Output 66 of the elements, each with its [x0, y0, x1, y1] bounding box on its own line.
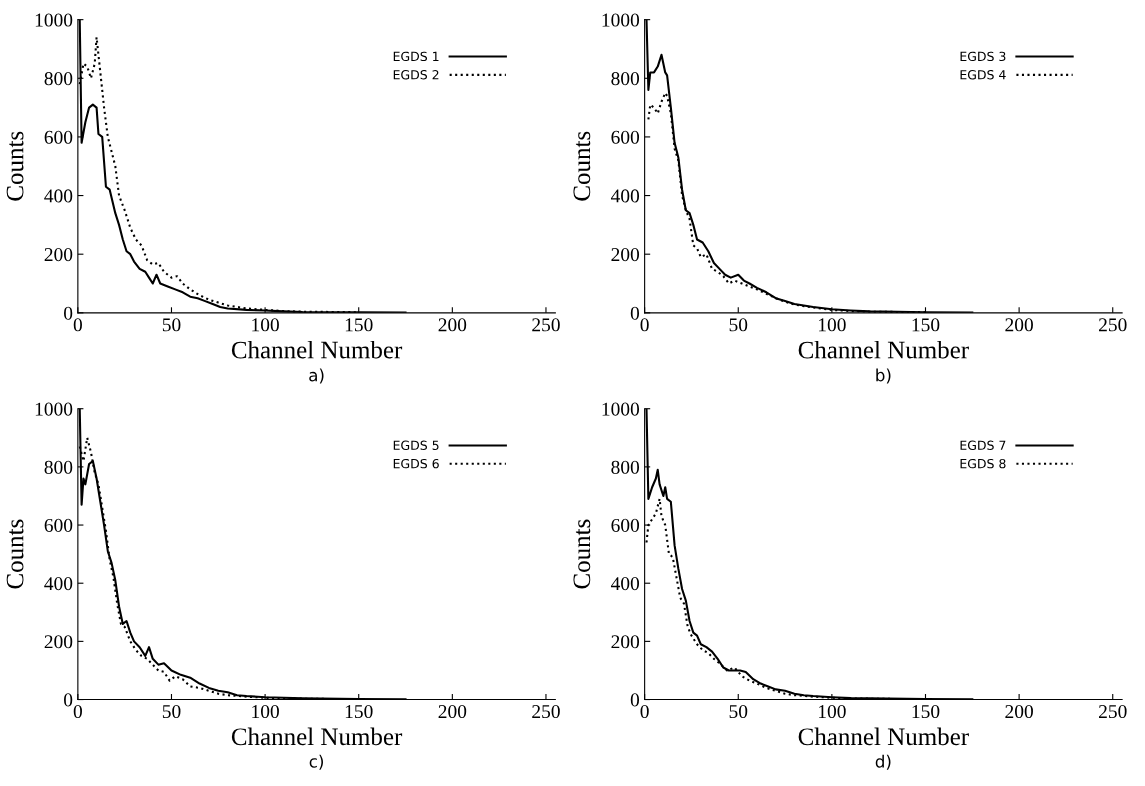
legend-label: EGDS 8 [960, 458, 1006, 469]
x-tick-label: 0 [640, 318, 649, 332]
y-tick-label: 200 [44, 635, 73, 649]
x-tick-label: 150 [345, 704, 373, 719]
x-axis-title: Channel Number [231, 727, 403, 746]
x-tick-label: 200 [1005, 318, 1033, 332]
text: c) [309, 754, 323, 770]
y-tick-label: 800 [44, 72, 73, 86]
y-tick-label: 400 [44, 189, 73, 203]
y-tick-label: 800 [611, 72, 640, 86]
y-tick-label: 600 [44, 518, 73, 532]
y-tick-label: 800 [611, 460, 640, 474]
y-tick-label: 800 [44, 460, 73, 474]
y-tick-label: 400 [610, 189, 640, 203]
x-axis-title: Channel Number [798, 727, 969, 746]
y-axis-title: Counts [6, 131, 24, 201]
legend-label: EGDS 6 [393, 458, 439, 469]
text: b) [876, 368, 891, 384]
y-tick-label: 600 [611, 518, 640, 532]
y-tick-label: 1000 [602, 402, 640, 416]
y-tick-label: 400 [44, 577, 73, 591]
x-tick-label: 250 [1099, 704, 1127, 719]
x-tick-label: 250 [532, 318, 560, 332]
x-tick-label: 150 [345, 318, 373, 332]
y-axis-title: Counts [573, 519, 591, 589]
x-tick-label: 250 [532, 704, 560, 719]
y-tick-label: 1000 [35, 13, 73, 27]
x-tick-label: 100 [819, 704, 846, 719]
legend-label: EGDS 1 [393, 51, 439, 62]
x-axis-title: Channel Number [798, 340, 969, 359]
legend-label: EGDS 7 [960, 440, 1006, 450]
x-tick-label: 100 [252, 704, 279, 719]
x-tick-label: 200 [438, 704, 467, 719]
text: a) [309, 368, 324, 384]
x-tick-label: 50 [162, 318, 181, 332]
y-axis-title: Counts [573, 131, 591, 201]
x-tick-label: 200 [438, 318, 467, 332]
x-tick-label: 250 [1099, 318, 1127, 332]
y-tick-label: 200 [611, 248, 640, 262]
y-tick-label: 200 [611, 635, 640, 649]
y-tick-label: 600 [44, 130, 73, 144]
x-tick-label: 0 [73, 318, 82, 332]
y-tick-label: 400 [610, 577, 640, 591]
x-tick-label: 50 [729, 318, 748, 332]
x-tick-label: 200 [1005, 704, 1033, 719]
y-tick-label: 200 [44, 248, 73, 262]
x-tick-label: 150 [912, 704, 940, 719]
x-tick-label: 50 [729, 704, 748, 719]
x-tick-label: 100 [819, 318, 846, 332]
x-tick-label: 50 [162, 704, 181, 719]
x-tick-label: 150 [912, 318, 940, 332]
y-tick-label: 0 [64, 306, 73, 320]
y-tick-label: 0 [630, 693, 640, 707]
y-tick-label: 0 [630, 306, 640, 320]
y-tick-label: 1000 [35, 402, 73, 416]
legend-label: EGDS 4 [960, 69, 1006, 80]
legend-label: EGDS 3 [960, 51, 1006, 62]
y-tick-label: 0 [64, 693, 73, 707]
y-axis-title: Counts [6, 519, 24, 589]
x-tick-label: 100 [252, 318, 279, 332]
x-axis-title: Channel Number [231, 340, 403, 359]
y-tick-label: 1000 [602, 13, 640, 27]
legend-label: EGDS 2 [393, 69, 439, 80]
y-tick-label: 600 [611, 130, 640, 144]
legend-label: EGDS 5 [393, 440, 439, 450]
text: d) [875, 754, 891, 770]
